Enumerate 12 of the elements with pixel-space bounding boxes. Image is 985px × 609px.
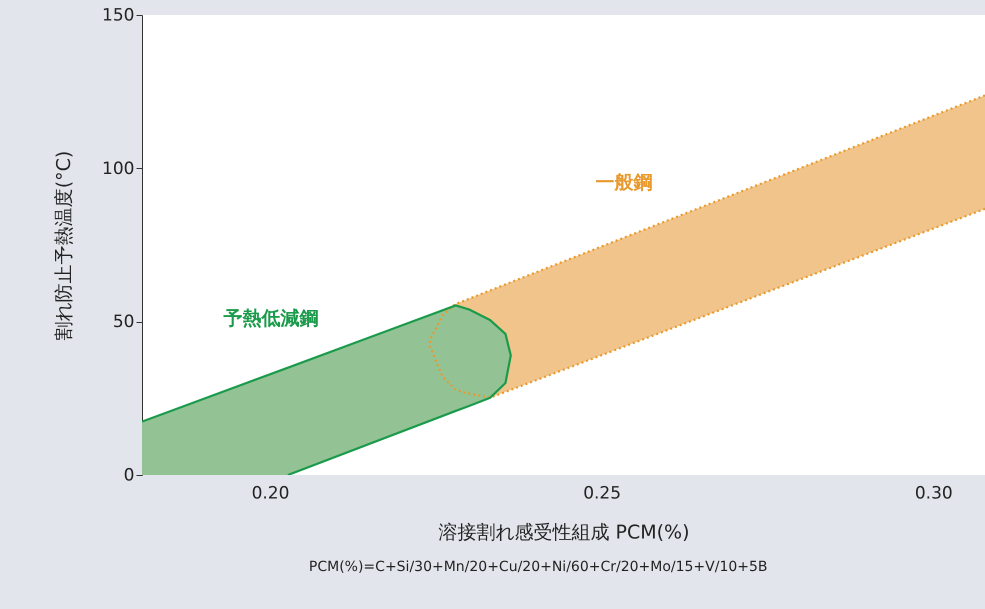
- x-axis-title: 溶接割れ感受性組成 PCM(%): [438, 522, 690, 544]
- y-tick-label: 100: [102, 158, 134, 179]
- y-tick-label: 0: [124, 466, 134, 486]
- series-label: 一般鋼: [596, 171, 653, 194]
- series-label: 予熱低減鋼: [222, 308, 319, 330]
- text: PCM(%)=C+Si/30+Mn/20+Cu/20+Ni/60+Cr/20+Mo/15+V/10+5B: [308, 559, 768, 575]
- y-tick-label: 50: [112, 312, 134, 332]
- x-tick-label: 0.20: [252, 484, 290, 504]
- x-tick-label: 0.30: [914, 484, 953, 504]
- x-tick-label: 0.25: [583, 484, 622, 504]
- y-tick-label: 150: [102, 6, 134, 26]
- y-axis-title: 割れ防止予熱温度(°C): [53, 150, 76, 340]
